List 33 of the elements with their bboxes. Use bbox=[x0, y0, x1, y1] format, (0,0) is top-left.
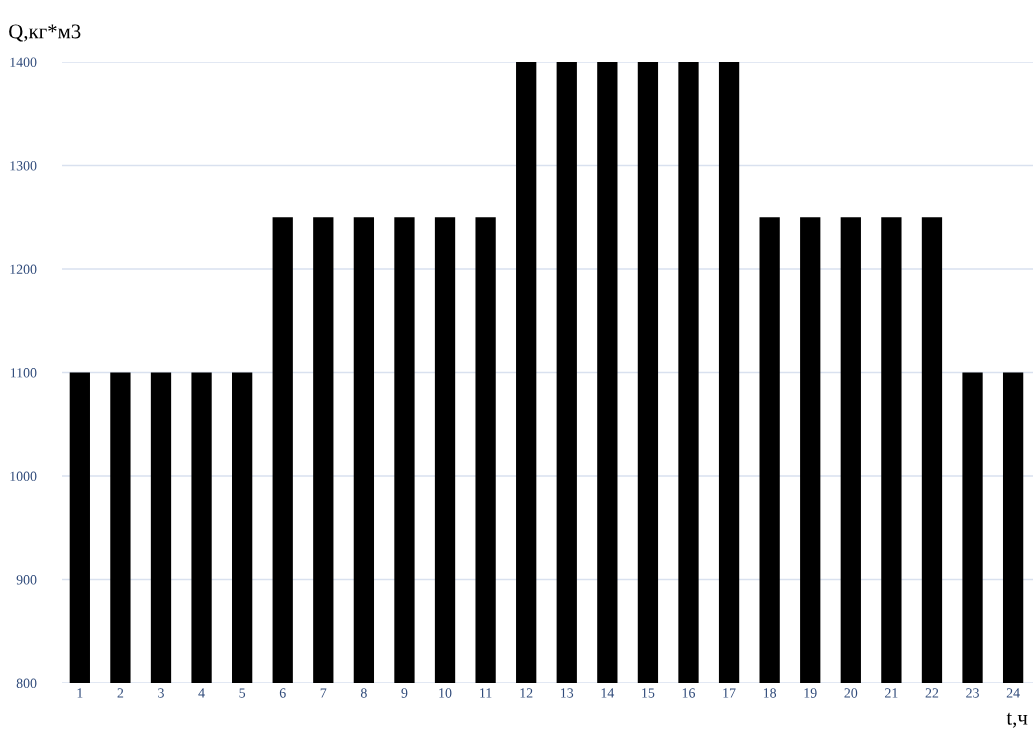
x-tick-label: 12 bbox=[520, 688, 533, 698]
x-tick-label: 13 bbox=[561, 688, 574, 698]
x-tick-label: 8 bbox=[360, 688, 367, 698]
x-tick-label: 22 bbox=[925, 688, 939, 698]
x-tick-label: 1 bbox=[77, 688, 83, 698]
y-tick-label: 800 bbox=[16, 678, 37, 688]
x-tick-label: 11 bbox=[480, 688, 492, 698]
x-tick-label: 6 bbox=[279, 688, 286, 698]
x-tick-label: 21 bbox=[885, 688, 898, 698]
x-tick-label: 5 bbox=[239, 688, 246, 698]
x-tick-label: 3 bbox=[158, 688, 164, 698]
y-tick-label: 1300 bbox=[10, 161, 37, 171]
x-tick-label: 16 bbox=[682, 688, 696, 698]
x-tick-label: 10 bbox=[439, 688, 452, 698]
x-tick-label: 20 bbox=[844, 688, 858, 698]
x-tick-label: 24 bbox=[1006, 688, 1020, 698]
x-tick-label: 15 bbox=[642, 688, 655, 698]
y-tick-label: 1000 bbox=[10, 471, 37, 481]
x-tick-label: 19 bbox=[804, 688, 817, 698]
x-tick-label: 17 bbox=[723, 688, 736, 698]
x-tick-label: 14 bbox=[601, 688, 615, 698]
x-tick-label: 4 bbox=[198, 688, 205, 698]
y-tick-label: 1200 bbox=[10, 264, 37, 274]
y-tick-label: 900 bbox=[16, 575, 37, 585]
x-tick-label: 9 bbox=[401, 688, 408, 698]
x-tick-label: 18 bbox=[763, 688, 777, 698]
x-axis-title: t,ч bbox=[1006, 712, 1028, 728]
x-tick-label: 23 bbox=[966, 688, 979, 698]
x-tick-label: 7 bbox=[320, 688, 327, 698]
y-axis-title: Q,кг*м3 bbox=[9, 24, 81, 42]
x-tick-label: 2 bbox=[117, 688, 124, 698]
y-tick-label: 1100 bbox=[10, 368, 37, 378]
y-tick-label: 1400 bbox=[10, 57, 37, 67]
